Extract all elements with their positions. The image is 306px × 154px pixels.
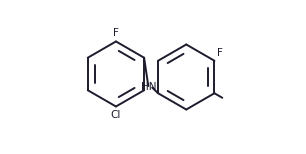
Text: F: F (113, 28, 119, 38)
Text: F: F (217, 48, 222, 58)
Text: Cl: Cl (111, 110, 121, 120)
Text: HN: HN (141, 82, 157, 92)
